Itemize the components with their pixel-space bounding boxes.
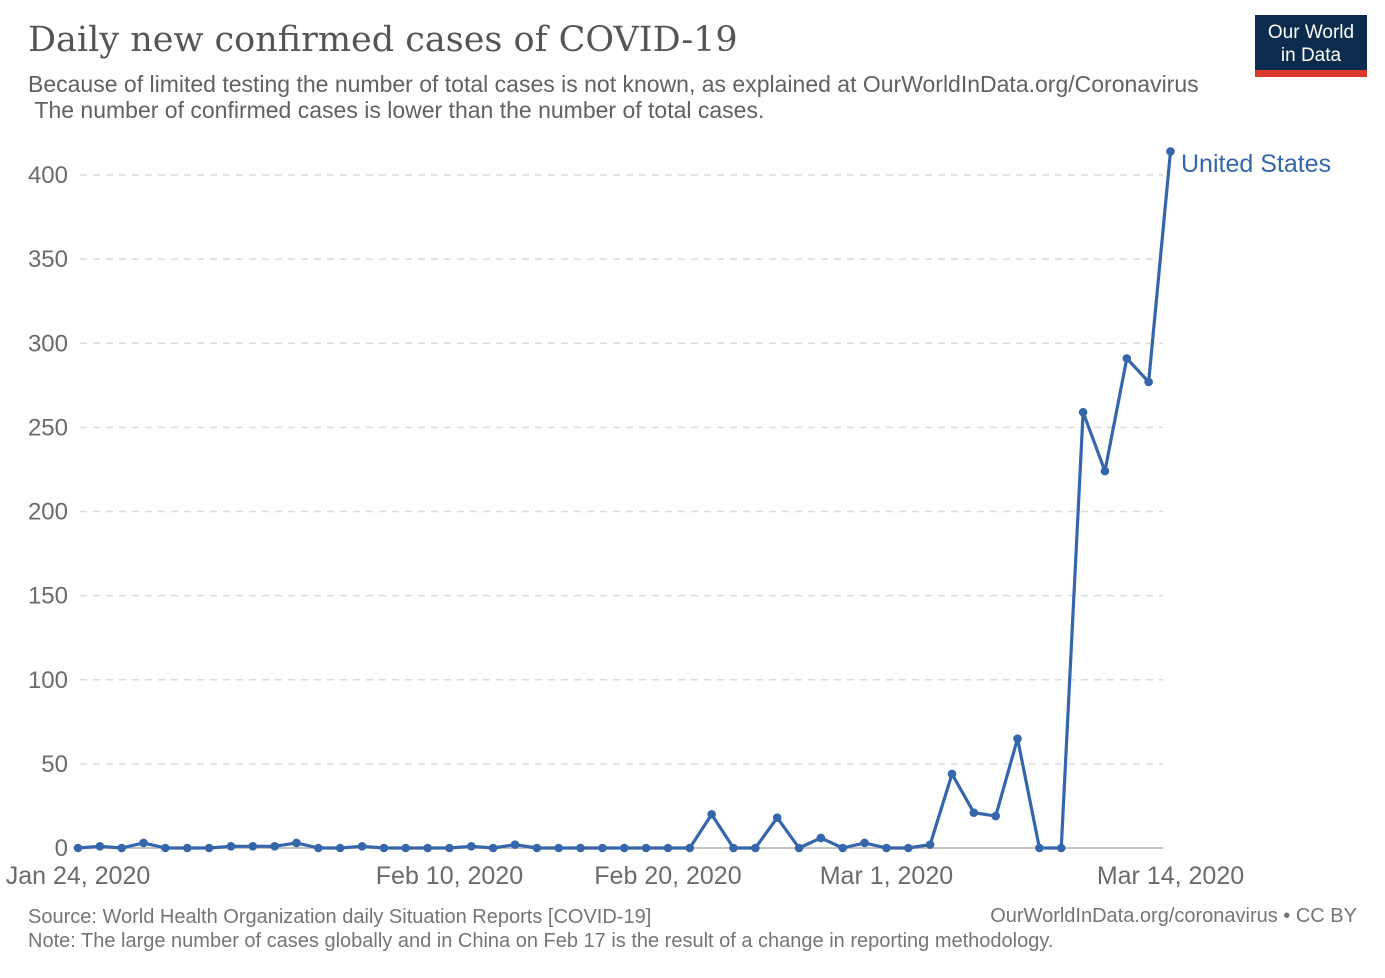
data-point xyxy=(729,843,738,853)
source-note: Source: World Health Organization daily … xyxy=(28,906,652,928)
data-point xyxy=(663,843,673,853)
data-point xyxy=(554,843,563,853)
y-tick-label: 50 xyxy=(41,751,68,778)
data-point xyxy=(139,838,148,848)
chart-subtitle-line2: The number of confirmed cases is lower t… xyxy=(28,97,765,123)
data-point xyxy=(1078,407,1088,417)
y-tick-label: 0 xyxy=(55,835,68,862)
data-point xyxy=(1122,354,1132,363)
data-point xyxy=(379,843,389,853)
data-point xyxy=(860,838,869,848)
data-point xyxy=(488,843,498,853)
data-point xyxy=(1013,734,1022,743)
x-tick-label: Mar 14, 2020 xyxy=(1097,862,1244,890)
series-label-united-states: United States xyxy=(1181,150,1332,178)
data-point xyxy=(838,843,848,853)
data-point xyxy=(991,811,1000,821)
y-tick-label: 150 xyxy=(28,583,68,610)
data-point xyxy=(401,843,411,853)
page-title: Daily new confirmed cases of COVID-19 xyxy=(28,20,738,60)
data-point xyxy=(969,808,979,817)
data-point xyxy=(772,813,782,823)
data-point xyxy=(335,843,345,853)
data-point xyxy=(598,843,607,853)
logo-red-bar xyxy=(1255,70,1367,77)
x-tick-label: Feb 20, 2020 xyxy=(594,862,741,890)
data-point xyxy=(685,843,695,853)
data-point xyxy=(1166,147,1175,156)
y-tick-label: 100 xyxy=(28,667,68,694)
y-tick-label: 200 xyxy=(28,499,68,526)
x-tick-label: Feb 10, 2020 xyxy=(376,862,523,890)
logo-text-line2: in Data xyxy=(1280,45,1342,66)
data-point xyxy=(1100,466,1110,476)
data-point xyxy=(270,842,279,851)
data-point xyxy=(314,843,323,853)
chart-subtitle-line1: Because of limited testing the number of… xyxy=(28,71,1199,97)
data-point xyxy=(357,842,367,851)
y-tick-label: 300 xyxy=(28,330,68,357)
data-point xyxy=(794,843,804,853)
data-point xyxy=(445,843,454,853)
data-point xyxy=(1056,843,1066,853)
owid-logo[interactable]: Our World in Data xyxy=(1255,15,1367,77)
data-point xyxy=(1035,843,1044,853)
data-point xyxy=(1144,377,1153,387)
y-tick-label: 400 xyxy=(28,162,68,189)
data-point xyxy=(95,842,105,851)
data-point xyxy=(532,843,542,853)
data-point xyxy=(226,842,236,851)
data-point xyxy=(182,843,192,853)
data-point xyxy=(204,843,214,853)
data-point xyxy=(73,843,83,853)
data-point xyxy=(576,843,585,853)
data-point xyxy=(925,840,935,849)
data-point xyxy=(882,843,891,853)
data-point xyxy=(161,843,170,853)
x-tick-label: Jan 24, 2020 xyxy=(6,862,151,890)
owid-logo-text: Our World in Data xyxy=(1255,21,1367,67)
data-point xyxy=(816,833,826,843)
y-tick-label: 350 xyxy=(28,246,68,273)
y-tick-label: 250 xyxy=(28,414,68,441)
methodology-note: Note: The large number of cases globally… xyxy=(28,930,1054,952)
credit-link[interactable]: OurWorldInData.org/coronavirus • CC BY xyxy=(990,905,1357,927)
data-point xyxy=(751,843,760,853)
data-point xyxy=(117,843,126,853)
footer-notes: Source: World Health Organization daily … xyxy=(28,905,1053,953)
x-tick-label: Mar 1, 2020 xyxy=(820,862,953,890)
data-point xyxy=(947,769,957,779)
data-point xyxy=(641,843,651,853)
data-point xyxy=(467,842,476,851)
data-point xyxy=(248,842,258,851)
data-point xyxy=(292,838,301,848)
data-point xyxy=(619,843,629,853)
logo-text-line1: Our World xyxy=(1267,22,1355,43)
data-point xyxy=(707,810,716,819)
data-point xyxy=(904,843,913,853)
data-point xyxy=(510,840,520,849)
data-point xyxy=(423,843,432,853)
data-line xyxy=(76,149,1173,850)
